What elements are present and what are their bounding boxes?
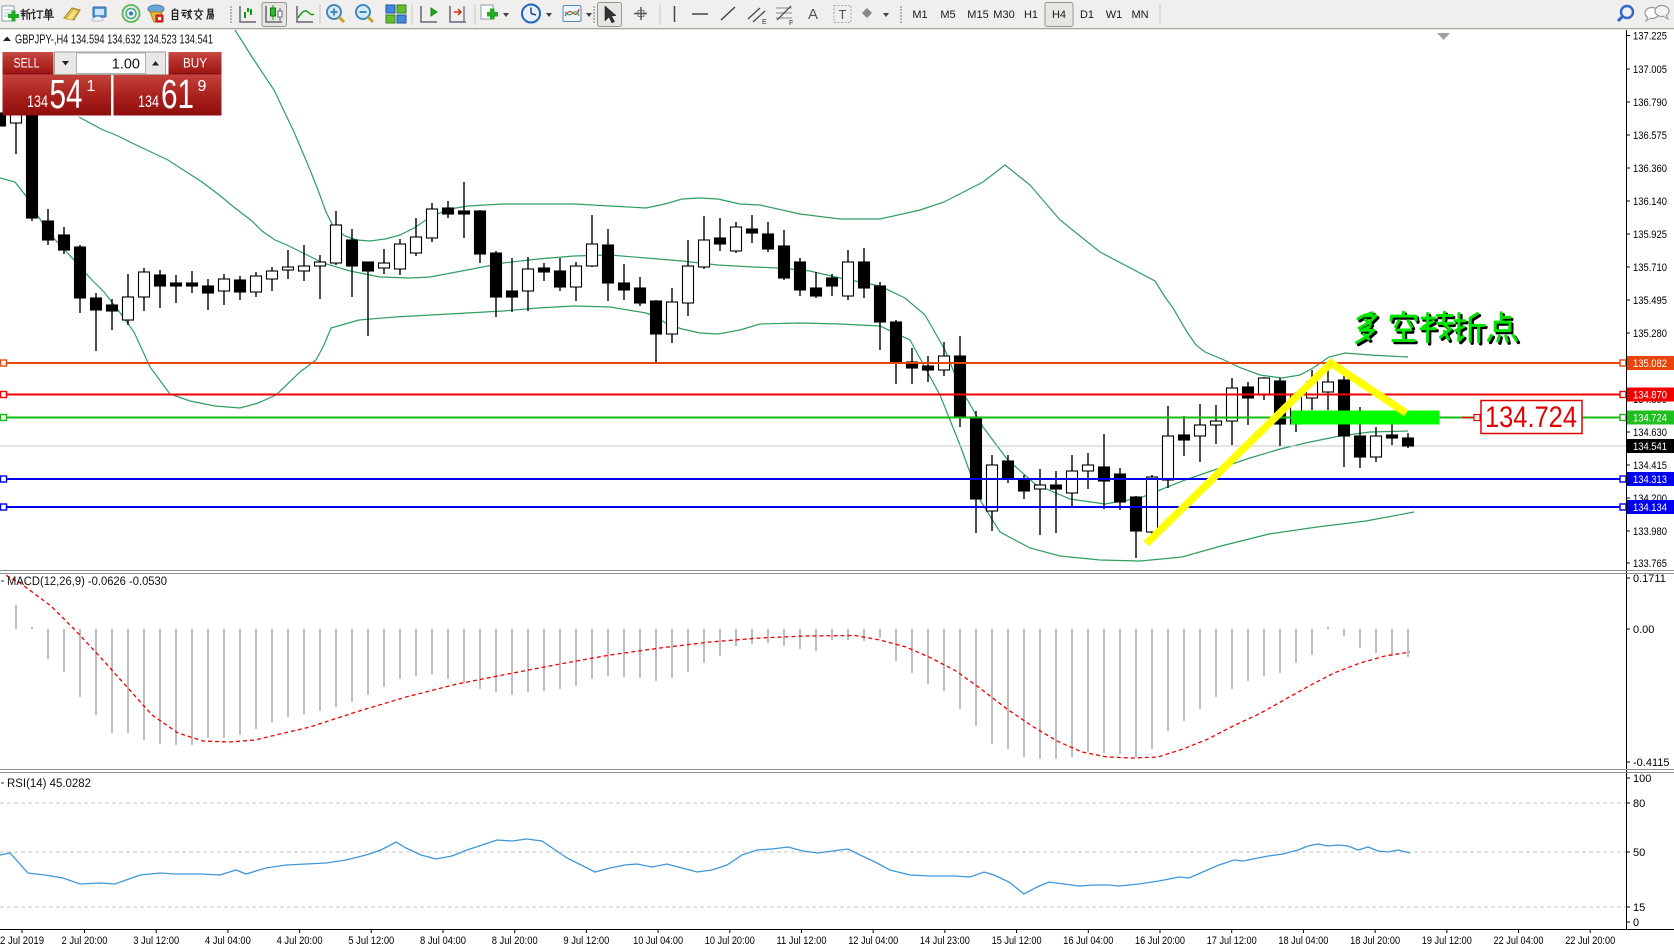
svg-text:4 Jul 20:00: 4 Jul 20:00 xyxy=(277,935,323,947)
svg-text:SELL: SELL xyxy=(14,55,40,71)
svg-text:134.724: 134.724 xyxy=(1633,413,1667,425)
svg-text:2 Jul 2019: 2 Jul 2019 xyxy=(0,935,44,947)
svg-text:-0.4115: -0.4115 xyxy=(1633,757,1670,769)
svg-text:5 Jul 12:00: 5 Jul 12:00 xyxy=(348,935,394,947)
svg-text:136.575: 136.575 xyxy=(1633,130,1667,142)
svg-text:4 Jul 04:00: 4 Jul 04:00 xyxy=(205,935,251,947)
svg-text:134.134: 134.134 xyxy=(1633,502,1667,514)
svg-text:80: 80 xyxy=(1633,798,1645,810)
svg-text:22 Jul 20:00: 22 Jul 20:00 xyxy=(1565,935,1615,947)
svg-text:F: F xyxy=(789,20,793,27)
svg-text:11 Jul 12:00: 11 Jul 12:00 xyxy=(777,935,827,947)
svg-text:18 Jul 20:00: 18 Jul 20:00 xyxy=(1350,935,1400,947)
svg-text:22 Jul 04:00: 22 Jul 04:00 xyxy=(1494,935,1544,947)
svg-text:137.005: 137.005 xyxy=(1633,64,1667,76)
svg-text:15: 15 xyxy=(1633,902,1645,914)
svg-text:9 Jul 12:00: 9 Jul 12:00 xyxy=(563,935,609,947)
svg-text:61: 61 xyxy=(161,71,194,117)
svg-text:135.710: 135.710 xyxy=(1633,262,1667,274)
svg-text:16 Jul 20:00: 16 Jul 20:00 xyxy=(1135,935,1185,947)
svg-text:134.541: 134.541 xyxy=(1633,441,1667,453)
svg-text:15 Jul 12:00: 15 Jul 12:00 xyxy=(992,935,1042,947)
svg-text:E: E xyxy=(762,19,767,26)
svg-text:A: A xyxy=(808,6,818,23)
svg-text:W1: W1 xyxy=(1106,9,1123,21)
svg-text:137.225: 137.225 xyxy=(1633,31,1667,43)
svg-text:134.724: 134.724 xyxy=(1485,401,1577,434)
svg-text:134.415: 134.415 xyxy=(1633,460,1667,472)
svg-text:3 Jul 12:00: 3 Jul 12:00 xyxy=(133,935,179,947)
svg-text:T: T xyxy=(839,7,847,22)
svg-text:135.082: 135.082 xyxy=(1633,358,1667,370)
svg-text:133.765: 133.765 xyxy=(1633,558,1667,570)
svg-text:134.313: 134.313 xyxy=(1633,474,1667,486)
svg-text:100: 100 xyxy=(1633,773,1651,785)
svg-text:136.140: 136.140 xyxy=(1633,196,1667,208)
svg-text:135.280: 135.280 xyxy=(1633,328,1667,340)
svg-text:MACD(12,26,9) -0.0626 -0.0530: MACD(12,26,9) -0.0626 -0.0530 xyxy=(7,576,167,588)
svg-text:9: 9 xyxy=(198,78,207,95)
svg-text:136.790: 136.790 xyxy=(1633,97,1667,109)
svg-text:BUY: BUY xyxy=(183,55,208,71)
svg-text:M5: M5 xyxy=(940,9,955,21)
svg-text:134.870: 134.870 xyxy=(1633,390,1667,402)
svg-text:1: 1 xyxy=(87,78,96,95)
svg-text:GBPJPY-,H4 134.594 134.632 13: GBPJPY-,H4 134.594 134.632 134.523 134.5… xyxy=(15,32,213,47)
svg-text:19 Jul 12:00: 19 Jul 12:00 xyxy=(1422,935,1472,947)
svg-text:134.630: 134.630 xyxy=(1633,427,1667,439)
svg-text:10 Jul 20:00: 10 Jul 20:00 xyxy=(705,935,755,947)
svg-text:134: 134 xyxy=(138,93,159,111)
svg-text:RSI(14) 45.0282: RSI(14) 45.0282 xyxy=(7,778,91,790)
svg-text:MN: MN xyxy=(1131,9,1148,21)
svg-text:D1: D1 xyxy=(1080,9,1094,21)
svg-text:8 Jul 20:00: 8 Jul 20:00 xyxy=(492,935,538,947)
svg-text:10 Jul 04:00: 10 Jul 04:00 xyxy=(633,935,683,947)
svg-text:135.925: 135.925 xyxy=(1633,229,1667,241)
svg-text:17 Jul 12:00: 17 Jul 12:00 xyxy=(1207,935,1257,947)
svg-text:H4: H4 xyxy=(1052,9,1066,21)
svg-text:16 Jul 04:00: 16 Jul 04:00 xyxy=(1063,935,1113,947)
svg-text:8 Jul 04:00: 8 Jul 04:00 xyxy=(420,935,466,947)
svg-text:54: 54 xyxy=(50,71,83,117)
svg-text:134: 134 xyxy=(27,93,48,111)
svg-text:0.1711: 0.1711 xyxy=(1633,573,1666,585)
svg-text:12 Jul 04:00: 12 Jul 04:00 xyxy=(848,935,898,947)
svg-text:2 Jul 20:00: 2 Jul 20:00 xyxy=(62,935,108,947)
svg-text:H1: H1 xyxy=(1024,9,1038,21)
svg-text:M15: M15 xyxy=(967,9,988,21)
svg-text:14 Jul 23:00: 14 Jul 23:00 xyxy=(920,935,970,947)
svg-text:M30: M30 xyxy=(993,9,1014,21)
svg-text:133.980: 133.980 xyxy=(1633,526,1667,538)
svg-text:136.360: 136.360 xyxy=(1633,163,1667,175)
svg-text:135.495: 135.495 xyxy=(1633,295,1667,307)
svg-text:0.00: 0.00 xyxy=(1633,624,1654,636)
svg-text:M1: M1 xyxy=(912,9,927,21)
svg-text:0: 0 xyxy=(1633,917,1639,929)
svg-text:18 Jul 04:00: 18 Jul 04:00 xyxy=(1278,935,1328,947)
svg-text:50: 50 xyxy=(1633,847,1645,859)
svg-text:1.00: 1.00 xyxy=(112,57,140,73)
